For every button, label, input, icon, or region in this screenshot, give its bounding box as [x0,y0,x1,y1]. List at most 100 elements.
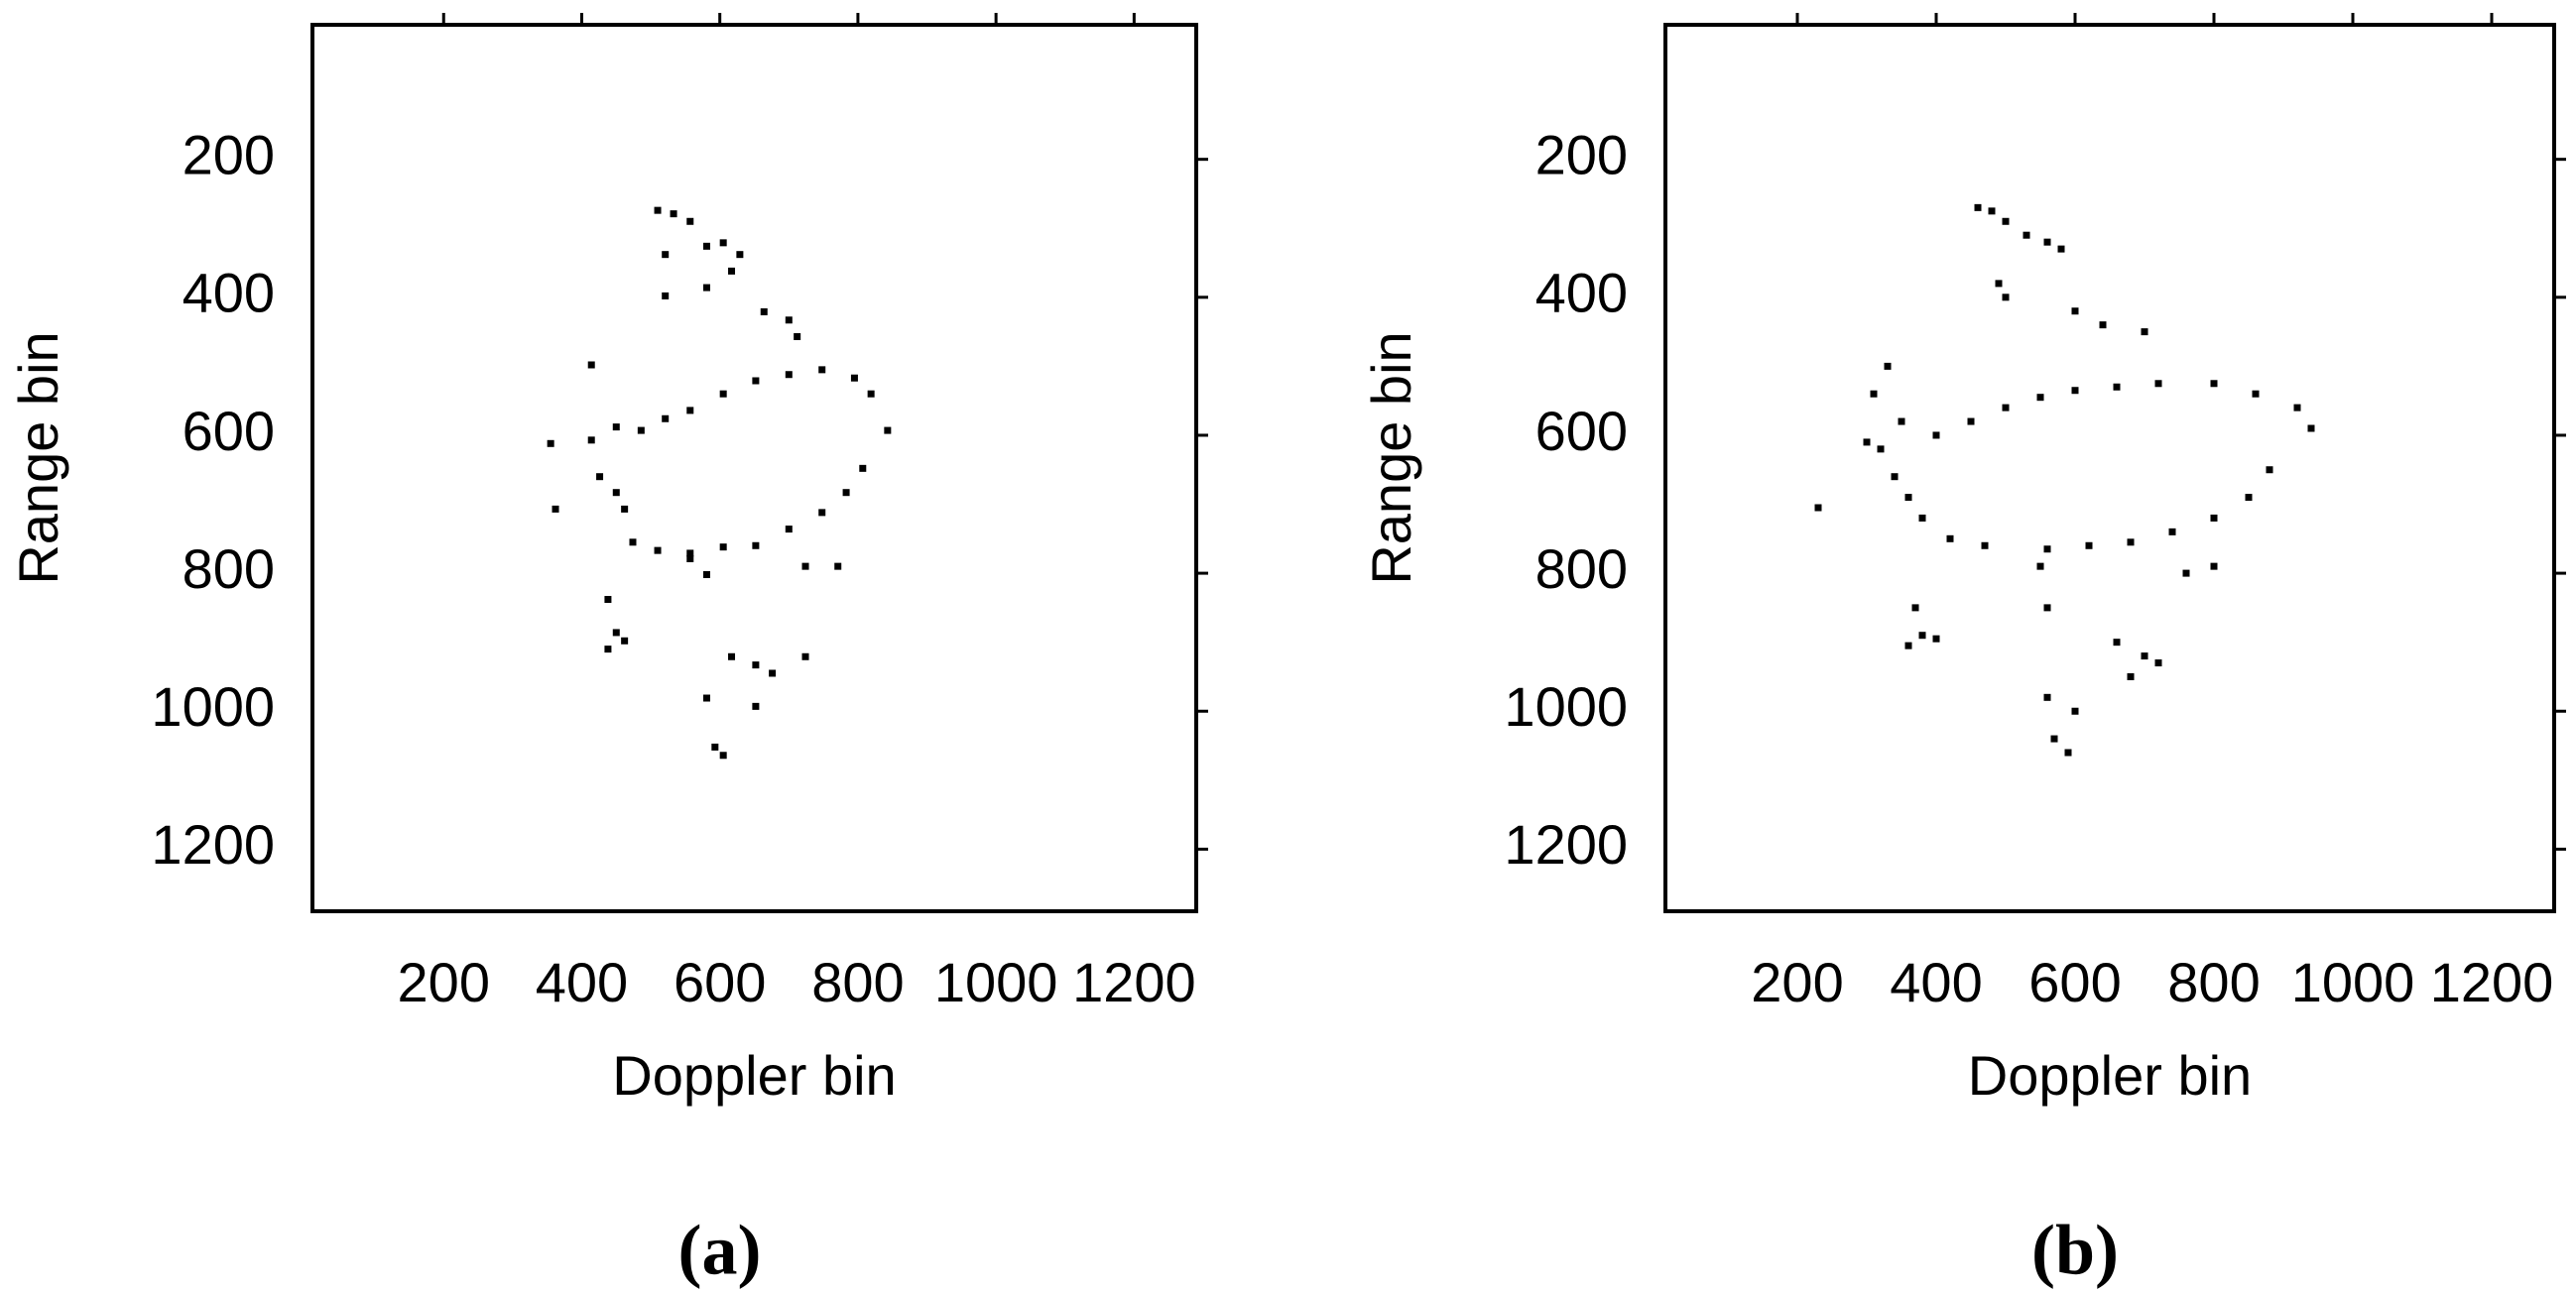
point [654,206,662,214]
point [785,371,793,379]
y-tick-label: 800 [183,537,275,600]
point [702,570,710,578]
y-tick-label: 600 [1535,400,1628,462]
point [728,267,736,275]
point [2154,659,2162,667]
point [2002,404,2010,412]
x-axis-label: Doppler bin [612,1044,896,1107]
point [752,661,760,669]
point [2043,693,2051,701]
x-axis-label: Doppler bin [1968,1044,2252,1107]
point [552,505,559,513]
point [2043,545,2051,553]
point [2064,749,2072,757]
point [760,307,768,315]
point [686,549,694,557]
point [719,752,727,760]
point [1995,280,2003,288]
panel-label: (b) [2031,1211,2119,1290]
point [2245,494,2253,502]
point [662,414,670,422]
point [785,316,793,324]
y-tick-label: 400 [1535,262,1628,324]
x-tick-label: 400 [536,951,628,1013]
point [2210,514,2218,522]
point [842,489,850,497]
point [794,332,801,340]
x-tick-label: 800 [811,951,904,1013]
point [686,554,694,562]
point [2182,569,2190,577]
point [702,694,710,702]
point [637,426,645,434]
point [547,439,554,447]
point [2002,217,2010,225]
plot-frame [310,23,1198,913]
x-tick-label: 1000 [934,951,1058,1013]
point [2127,538,2135,546]
y-tick-label: 800 [1535,537,1628,600]
y-tick-label: 600 [183,400,275,462]
point [736,251,744,259]
point [1981,541,1989,549]
point [2141,652,2148,660]
point [2113,639,2121,647]
y-tick-label: 400 [183,262,275,324]
y-axis-label: Range bin [7,331,69,584]
y-tick-label: 200 [1535,123,1628,185]
x-tick-label: 1200 [1072,951,1196,1013]
point [1814,504,1822,512]
point [2043,238,2051,246]
point [621,637,629,645]
point [2141,328,2148,336]
point [2252,390,2260,398]
point [2210,380,2218,388]
point [604,596,612,604]
point [2266,466,2273,474]
point [1870,390,1878,398]
y-tick-label: 1000 [1504,675,1628,738]
point [2071,307,2079,315]
point [1884,362,1892,370]
point [2071,707,2079,715]
x-tick-label: 200 [1751,951,1843,1013]
point [2071,387,2079,395]
point [2293,404,2301,412]
point [2036,394,2044,402]
point [2050,735,2058,743]
point [2210,562,2218,570]
chart-panel: 200 400 600 800 1000 120020040060080010001200… [7,13,1208,1290]
point [670,210,677,218]
x-tick-label: 1000 [2291,951,2415,1013]
x-tick-label: 600 [2028,951,2121,1013]
plot-frame [1663,23,2556,913]
y-axis-label: Range bin [1360,331,1422,584]
point [1932,635,1940,643]
point [801,652,809,660]
point [2168,528,2176,535]
point [867,390,875,398]
point [818,509,826,517]
point [2127,672,2135,680]
point [834,562,842,570]
point [2023,231,2030,239]
point [596,473,604,481]
point [2002,294,2010,301]
point [769,669,777,677]
point [711,743,719,751]
point [1918,514,1926,522]
point [1863,438,1871,446]
x-tick-label: 600 [674,951,766,1013]
point [702,284,710,292]
y-tick-label: 1200 [151,813,275,876]
x-tick-label: 400 [1890,951,1982,1013]
point [752,702,760,710]
point [752,541,760,549]
point [728,652,736,660]
point [1904,642,1912,649]
point [604,646,612,653]
point [1904,494,1912,502]
point [612,489,620,497]
point [850,374,858,382]
